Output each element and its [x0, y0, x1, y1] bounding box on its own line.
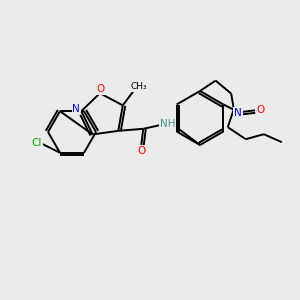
Text: CH₃: CH₃	[130, 82, 147, 91]
Text: O: O	[137, 146, 146, 156]
Text: O: O	[97, 84, 105, 94]
Text: N: N	[234, 108, 242, 118]
Text: NH: NH	[160, 119, 175, 129]
Text: Cl: Cl	[32, 138, 42, 148]
Text: N: N	[73, 104, 80, 114]
Text: O: O	[257, 105, 265, 115]
